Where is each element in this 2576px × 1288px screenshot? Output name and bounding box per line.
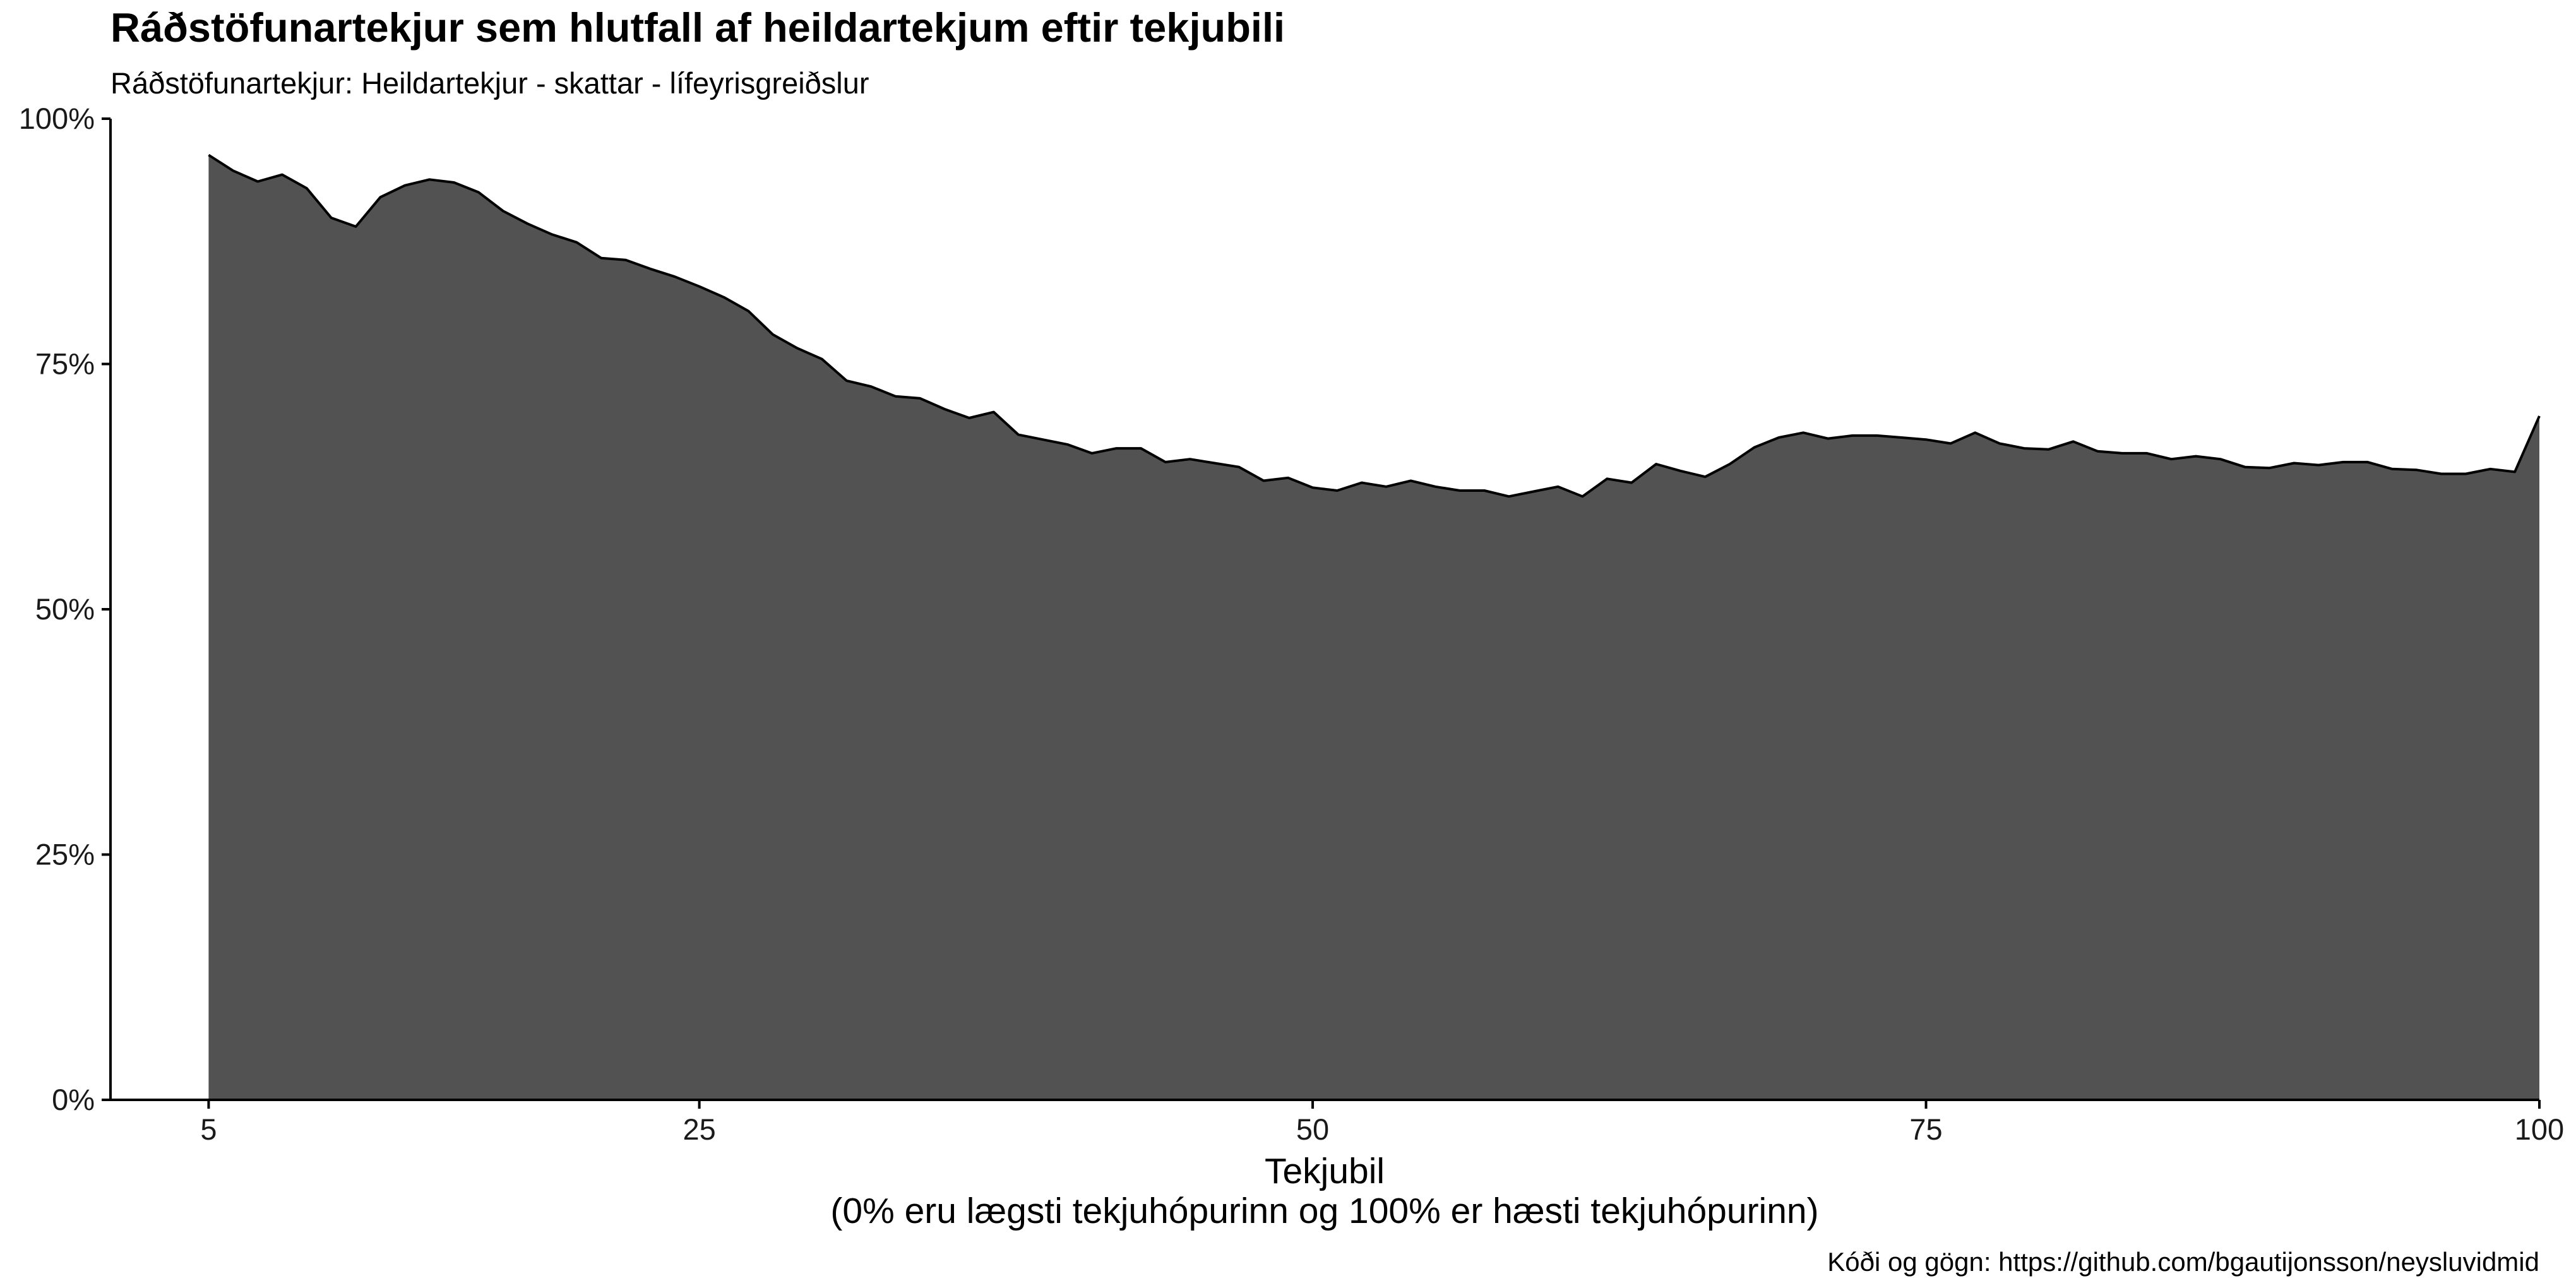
plot-area: 0% 25% 50% 75% 100% 5 25 50 75 100 xyxy=(19,102,2564,1146)
x-tick-label: 25 xyxy=(683,1112,715,1146)
x-axis-label: Tekjubil xyxy=(1265,1151,1385,1191)
x-tick-label: 100 xyxy=(2515,1112,2564,1146)
chart-caption: Kóði og gögn: https://github.com/bgautij… xyxy=(1827,1247,2539,1277)
series-line xyxy=(208,153,2541,498)
x-tick-label: 75 xyxy=(1909,1112,1942,1146)
chart-subtitle: Ráðstöfunartekjur: Heildartekjur - skatt… xyxy=(110,66,869,100)
y-tick-label: 75% xyxy=(35,347,95,381)
area-fill xyxy=(208,155,2540,1100)
chart-title: Ráðstöfunartekjur sem hlutfall af heilda… xyxy=(110,4,1285,51)
y-tick-label: 100% xyxy=(19,102,95,135)
x-axis-note: (0% eru lægsti tekjuhópurinn og 100% er … xyxy=(830,1191,1818,1231)
y-tick-label: 25% xyxy=(35,838,95,871)
x-tick-label: 50 xyxy=(1296,1112,1329,1146)
y-tick-label: 0% xyxy=(52,1083,95,1116)
y-tick-label: 50% xyxy=(35,592,95,626)
x-tick-label: 5 xyxy=(200,1112,217,1146)
